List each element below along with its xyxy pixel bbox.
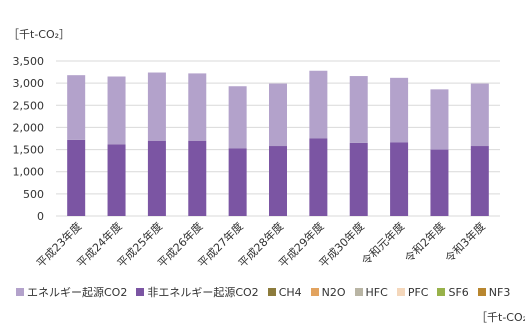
legend-item: N2O xyxy=(310,285,346,299)
legend-swatch xyxy=(477,288,486,296)
legend-label: NF3 xyxy=(488,285,511,299)
bar-segment xyxy=(67,139,86,216)
y-tick-label: 3,000 xyxy=(13,77,45,90)
legend-item: SF6 xyxy=(437,285,469,299)
legend-item: HFC xyxy=(354,285,388,299)
legend-swatch xyxy=(310,288,319,296)
legend-label: CH4 xyxy=(278,285,302,299)
legend-label: HFC xyxy=(365,285,388,299)
bar-segment xyxy=(147,140,166,216)
bar-segment xyxy=(309,138,328,216)
bar-segment xyxy=(67,75,86,140)
legend-item: 非エネルギー起源CO2 xyxy=(136,284,259,300)
y-tick-label: 1,500 xyxy=(13,144,45,157)
legend-label: SF6 xyxy=(448,285,469,299)
bar-segment xyxy=(349,76,368,143)
y-tick-label: 0 xyxy=(37,210,44,223)
bar-segment xyxy=(309,70,328,139)
bar-segment xyxy=(188,73,207,141)
legend-swatch xyxy=(136,288,145,296)
y-tick-label: 2,500 xyxy=(13,99,45,112)
x-tick-label: 令和元年度 xyxy=(358,219,407,268)
legend-label: PFC xyxy=(407,285,429,299)
bar-segment xyxy=(107,144,126,216)
bar-segment xyxy=(269,83,287,147)
bar-segment xyxy=(228,86,247,149)
legend-item: エネルギー起源CO2 xyxy=(16,284,127,300)
bar-segment xyxy=(147,72,166,141)
x-tick-label: 令和3年度 xyxy=(442,219,488,265)
bar-segment xyxy=(390,142,409,216)
legend-swatch xyxy=(396,288,405,296)
legend-swatch xyxy=(437,288,446,296)
bar-segment xyxy=(390,77,409,143)
legend-item: CH4 xyxy=(267,285,302,299)
chart-legend: エネルギー起源CO2 非エネルギー起源CO2 CH4 N2O HFC PFC SF6 NF3 xyxy=(16,284,519,300)
y-tick-label: 2,000 xyxy=(13,121,45,134)
bar-segment xyxy=(228,148,247,216)
bar-segment xyxy=(188,140,207,216)
legend-item: NF3 xyxy=(477,285,511,299)
legend-item: PFC xyxy=(396,285,429,299)
legend-label: エネルギー起源CO2 xyxy=(27,286,128,299)
bar-segment xyxy=(430,149,449,216)
bar-segment xyxy=(107,76,126,145)
legend-label: 非エネルギー起源CO2 xyxy=(147,286,259,299)
legend-swatch xyxy=(267,288,276,296)
y-tick-label: 1,000 xyxy=(13,166,45,179)
bottom-unit-label: ［千t-CO₂］ xyxy=(476,311,525,324)
x-tick-label: 令和2年度 xyxy=(402,219,448,265)
legend-swatch xyxy=(354,288,363,296)
bar-segment xyxy=(470,83,489,147)
bar-segment xyxy=(430,89,449,150)
bar-segment xyxy=(470,146,489,216)
y-tick-label: 3,500 xyxy=(13,55,45,68)
legend-swatch xyxy=(16,288,24,296)
y-axis-unit-label: ［千t-CO₂］ xyxy=(8,28,71,41)
bar-segment xyxy=(269,146,287,216)
y-tick-label: 500 xyxy=(23,188,44,201)
bar-segment xyxy=(349,142,368,216)
legend-label: N2O xyxy=(321,285,346,299)
